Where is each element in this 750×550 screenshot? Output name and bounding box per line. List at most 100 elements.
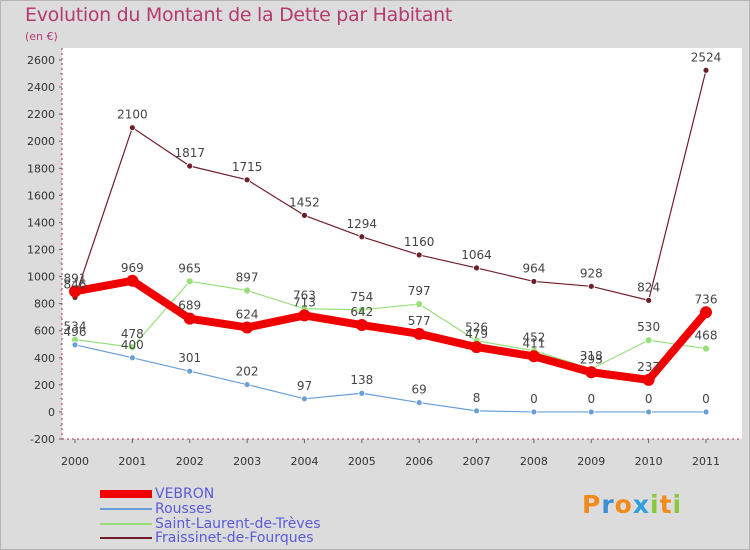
x-tick-label: 2010: [635, 455, 663, 468]
data-point-rousses: [301, 395, 308, 403]
data-point-rousses: [587, 408, 595, 416]
data-point-vebron: [527, 350, 540, 363]
y-tick-label: 1600: [27, 189, 55, 202]
data-label-saint-laurent-de-treves: 468: [695, 329, 718, 343]
legend-label-rousses: Rousses: [155, 501, 213, 517]
y-tick-label: 2000: [27, 135, 55, 148]
data-point-rousses: [243, 381, 251, 388]
chart-title: Evolution du Montant de la Dette par Hab…: [25, 4, 453, 26]
data-point-rousses: [128, 354, 136, 362]
data-label-rousses: 97: [297, 379, 312, 393]
data-point-rousses: [645, 408, 653, 416]
logo-letter: i: [650, 490, 660, 519]
x-tick-label: 2004: [290, 455, 318, 468]
data-label-rousses: 202: [236, 365, 259, 379]
series-line-fraissinet-de-fourques: [74, 69, 707, 301]
data-label-rousses: 8: [473, 391, 481, 405]
y-tick-label: 0: [48, 406, 55, 419]
legend-swatch-saint-laurent: [100, 523, 152, 525]
y-tick-label: 1200: [27, 244, 55, 257]
data-point-vebron: [183, 312, 196, 325]
y-tick-label: 400: [34, 352, 55, 365]
data-point-saint-laurent-de-treves: [415, 300, 424, 308]
x-tick-label: 2008: [520, 455, 548, 468]
data-label-saint-laurent-de-treves: 526: [465, 321, 488, 335]
data-label-fraissinet-de-fourques: 1715: [232, 160, 263, 174]
data-point-rousses: [186, 367, 194, 375]
data-label-vebron: 642: [350, 305, 373, 319]
data-label-rousses: 400: [121, 338, 144, 352]
y-tick-label: 2600: [27, 54, 55, 67]
data-label-saint-laurent-de-treves: 897: [236, 271, 259, 285]
data-label-fraissinet-de-fourques: 964: [522, 261, 545, 275]
data-point-fraissinet-de-fourques: [128, 124, 136, 132]
data-point-vebron: [642, 373, 655, 386]
data-label-saint-laurent-de-treves: 318: [580, 349, 603, 363]
series-line-saint-laurent-de-treves: [74, 280, 707, 370]
data-point-vebron: [241, 321, 254, 334]
data-label-saint-laurent-de-treves: 452: [522, 331, 545, 345]
data-label-vebron: 891: [64, 271, 87, 285]
data-label-rousses: 138: [350, 373, 373, 387]
data-label-vebron: 689: [178, 299, 201, 313]
data-label-saint-laurent-de-treves: 478: [121, 327, 144, 341]
data-label-fraissinet-de-fourques: 2100: [117, 108, 148, 122]
data-label-fraissinet-de-fourques: 846: [64, 277, 87, 291]
data-label-saint-laurent-de-treves: 534: [64, 320, 87, 334]
logo-letter: i: [672, 490, 683, 519]
series-line-vebron: [71, 276, 710, 384]
data-label-vebron: 479: [465, 327, 488, 341]
x-tick-label: 2001: [118, 455, 146, 468]
data-label-rousses: 0: [645, 392, 653, 406]
data-point-rousses: [530, 408, 538, 416]
data-point-vebron: [413, 327, 426, 340]
y-tick-label: 1400: [27, 216, 55, 229]
data-point-saint-laurent-de-treves: [357, 305, 366, 314]
x-tick-label: 2007: [463, 455, 491, 468]
legend-label-vebron: VEBRON: [155, 486, 215, 502]
data-point-vebron: [69, 285, 81, 298]
data-label-rousses: 496: [64, 325, 87, 339]
data-label-fraissinet-de-fourques: 928: [580, 266, 603, 280]
data-label-vebron: 969: [121, 261, 144, 275]
data-label-rousses: 301: [178, 351, 201, 365]
data-point-vebron: [298, 309, 311, 322]
legend-item-fraissinet: Fraissinet-de-Fourques: [100, 530, 360, 546]
data-label-saint-laurent-de-treves: 797: [408, 284, 431, 298]
y-tick-label: 200: [34, 379, 55, 392]
series-line-rousses: [74, 344, 707, 413]
logo-letter: o: [614, 490, 633, 519]
data-label-rousses: 69: [412, 383, 427, 397]
data-point-vebron: [470, 341, 483, 354]
data-point-fraissinet-de-fourques: [587, 282, 595, 290]
y-tick-label: -200: [30, 433, 55, 446]
data-label-saint-laurent-de-treves: 965: [178, 261, 201, 275]
logo-letter: r: [601, 490, 615, 519]
legend-item-rousses: Rousses: [100, 501, 360, 517]
y-tick-label: 1800: [27, 162, 55, 175]
data-label-vebron: 577: [408, 314, 431, 328]
x-tick-label: 2003: [233, 455, 261, 468]
data-label-fraissinet-de-fourques: 1064: [461, 248, 492, 262]
data-point-saint-laurent-de-treves: [128, 343, 137, 352]
y-tick-label: 2200: [27, 108, 55, 121]
logo-letter: P: [582, 490, 602, 519]
legend-item-vebron: VEBRON: [100, 486, 360, 502]
data-label-fraissinet-de-fourques: 1817: [174, 146, 205, 160]
data-label-saint-laurent-de-treves: 754: [350, 290, 373, 304]
legend-label-fraissinet: Fraissinet-de-Fourques: [155, 530, 314, 546]
data-point-saint-laurent-de-treves: [702, 344, 710, 353]
data-point-fraissinet-de-fourques: [473, 264, 480, 272]
legend-swatch-vebron: [100, 490, 152, 498]
legend-label-saint-laurent: Saint-Laurent-de-Trèves: [155, 516, 321, 532]
data-label-vebron: 713: [293, 295, 316, 309]
unit-label: (en €): [25, 30, 58, 43]
x-tick-label: 2009: [577, 455, 605, 468]
data-point-fraissinet-de-fourques: [186, 162, 194, 170]
data-label-fraissinet-de-fourques: 1294: [347, 217, 378, 231]
data-point-saint-laurent-de-treves: [644, 336, 653, 345]
x-tick-label: 2006: [405, 455, 433, 468]
data-label-saint-laurent-de-treves: 530: [637, 320, 660, 334]
data-point-rousses: [71, 341, 79, 349]
